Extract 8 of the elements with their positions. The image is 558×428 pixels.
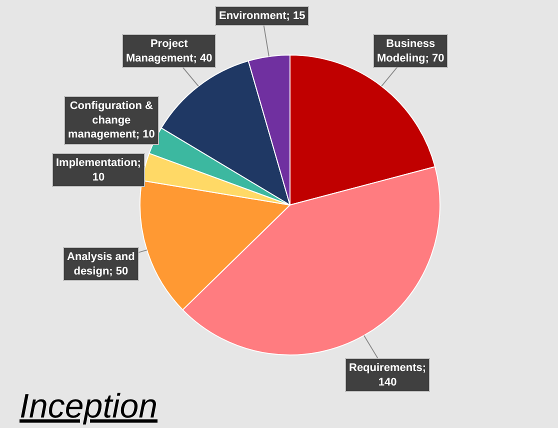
slice-label: Business Modeling; 70 — [377, 38, 444, 64]
slice-label: Configuration & change management; 10 — [68, 100, 155, 141]
slice-label: Requirements; 140 — [349, 362, 426, 388]
slice-label: Environment; 15 — [219, 10, 306, 22]
slice-label: Implementation; 10 — [56, 157, 141, 184]
slice-label: Project Management; 40 — [126, 38, 212, 64]
slice-label: Analysis and design; 50 — [67, 251, 135, 278]
text: Inception — [20, 387, 158, 426]
